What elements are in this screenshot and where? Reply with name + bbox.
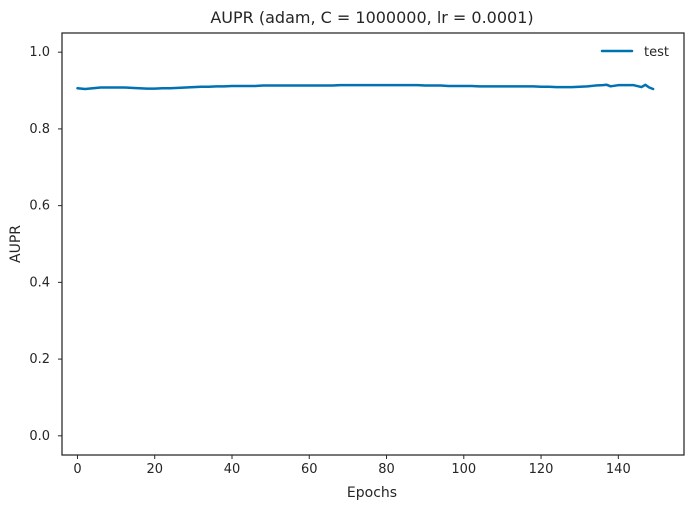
x-tick-label: 140 [606,462,631,477]
y-tick-label: 0.8 [29,122,50,137]
series-layer [76,83,655,91]
y-tick-label: 1.0 [29,45,50,60]
y-tick-label: 0.2 [29,352,50,367]
x-tick-label: 100 [451,462,476,477]
plot-area-frame [61,32,685,456]
series-0-line [76,83,655,91]
x-tick-label: 40 [224,462,241,477]
legend: test [600,45,669,60]
y-tick-labels: 0.0 0.2 0.4 0.6 0.8 1.0 [29,45,62,444]
y-tick-label: 0.4 [29,275,50,290]
x-tick-label: 20 [146,462,163,477]
x-tick-labels: 0 20 40 60 80 100 120 140 [73,455,631,477]
x-tick-label: 60 [301,462,318,477]
x-tick-label: 120 [529,462,554,477]
y-tick-label: 0.6 [29,199,50,214]
x-axis-label: Epochs [347,485,397,501]
x-tick-label: 0 [73,462,81,477]
x-tick-label: 80 [378,462,395,477]
chart-title: AUPR (adam, C = 1000000, lr = 0.0001) [210,8,533,27]
y-tick-label: 0.0 [29,429,50,444]
y-axis-label: AUPR [8,225,24,263]
legend-test-label: test [644,45,669,60]
